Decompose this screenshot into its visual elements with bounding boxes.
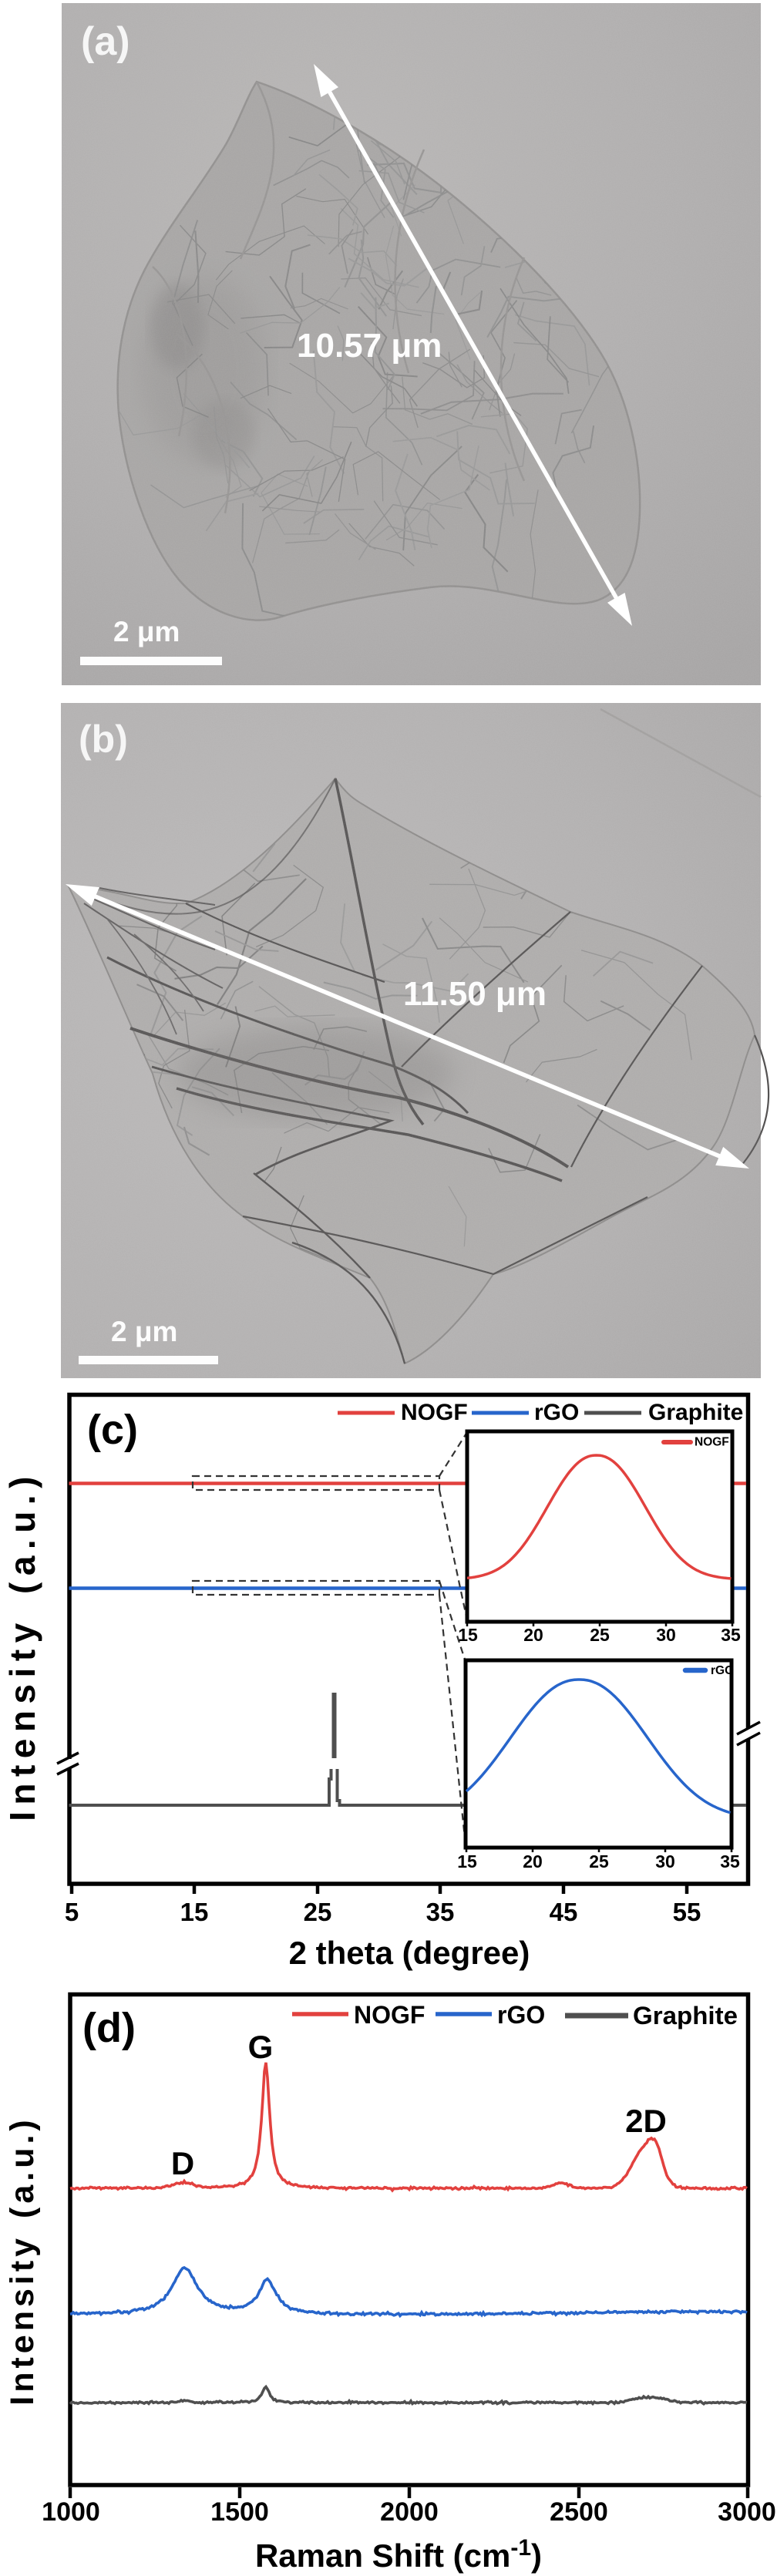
svg-text:35: 35 <box>720 1851 740 1871</box>
svg-text:2 μm: 2 μm <box>111 1316 177 1347</box>
svg-text:25: 25 <box>589 1851 609 1871</box>
svg-text:45: 45 <box>550 1898 578 1926</box>
svg-text:15: 15 <box>457 1851 477 1871</box>
svg-text:3000: 3000 <box>718 2497 776 2527</box>
svg-text:Raman Shift (cm-1): Raman Shift (cm-1) <box>255 2535 542 2574</box>
svg-text:Graphite: Graphite <box>648 1400 743 1425</box>
svg-text:G: G <box>248 2029 274 2065</box>
svg-text:25: 25 <box>304 1898 332 1926</box>
svg-text:NOGF: NOGF <box>695 1436 729 1449</box>
svg-text:15: 15 <box>180 1898 209 1926</box>
svg-text:NOGF: NOGF <box>401 1400 468 1425</box>
svg-text:(a): (a) <box>81 19 130 64</box>
svg-text:30: 30 <box>655 1851 675 1871</box>
svg-text:30: 30 <box>656 1625 676 1645</box>
svg-text:1500: 1500 <box>210 2497 269 2527</box>
svg-text:(d): (d) <box>82 2005 136 2051</box>
svg-text:(b): (b) <box>79 718 128 761</box>
svg-text:15: 15 <box>458 1625 478 1645</box>
svg-text:25: 25 <box>590 1625 610 1645</box>
svg-text:10.57 μm: 10.57 μm <box>297 327 442 365</box>
svg-text:Intensity (a.u.): Intensity (a.u.) <box>4 2116 41 2405</box>
svg-text:D: D <box>171 2145 194 2181</box>
svg-text:rGO: rGO <box>497 2001 545 2029</box>
svg-text:55: 55 <box>673 1898 701 1926</box>
svg-text:20: 20 <box>523 1625 543 1645</box>
svg-text:Graphite: Graphite <box>633 2002 738 2030</box>
svg-text:2500: 2500 <box>550 2497 608 2527</box>
svg-text:20: 20 <box>523 1851 543 1871</box>
svg-text:11.50 μm: 11.50 μm <box>403 975 547 1013</box>
svg-text:rGO: rGO <box>711 1664 734 1677</box>
svg-text:NOGF: NOGF <box>354 2001 425 2029</box>
svg-text:2000: 2000 <box>380 2497 439 2527</box>
svg-text:1000: 1000 <box>42 2497 100 2527</box>
svg-text:35: 35 <box>721 1625 741 1645</box>
svg-text:rGO: rGO <box>534 1400 579 1425</box>
svg-text:35: 35 <box>426 1898 455 1926</box>
svg-text:5: 5 <box>65 1898 79 1926</box>
svg-text:2 μm: 2 μm <box>113 616 180 647</box>
svg-text:2 theta (degree): 2 theta (degree) <box>289 1935 530 1971</box>
svg-text:(c): (c) <box>87 1407 138 1453</box>
svg-text:Intensity (a.u.): Intensity (a.u.) <box>2 1470 42 1821</box>
svg-text:2D: 2D <box>625 2103 667 2139</box>
